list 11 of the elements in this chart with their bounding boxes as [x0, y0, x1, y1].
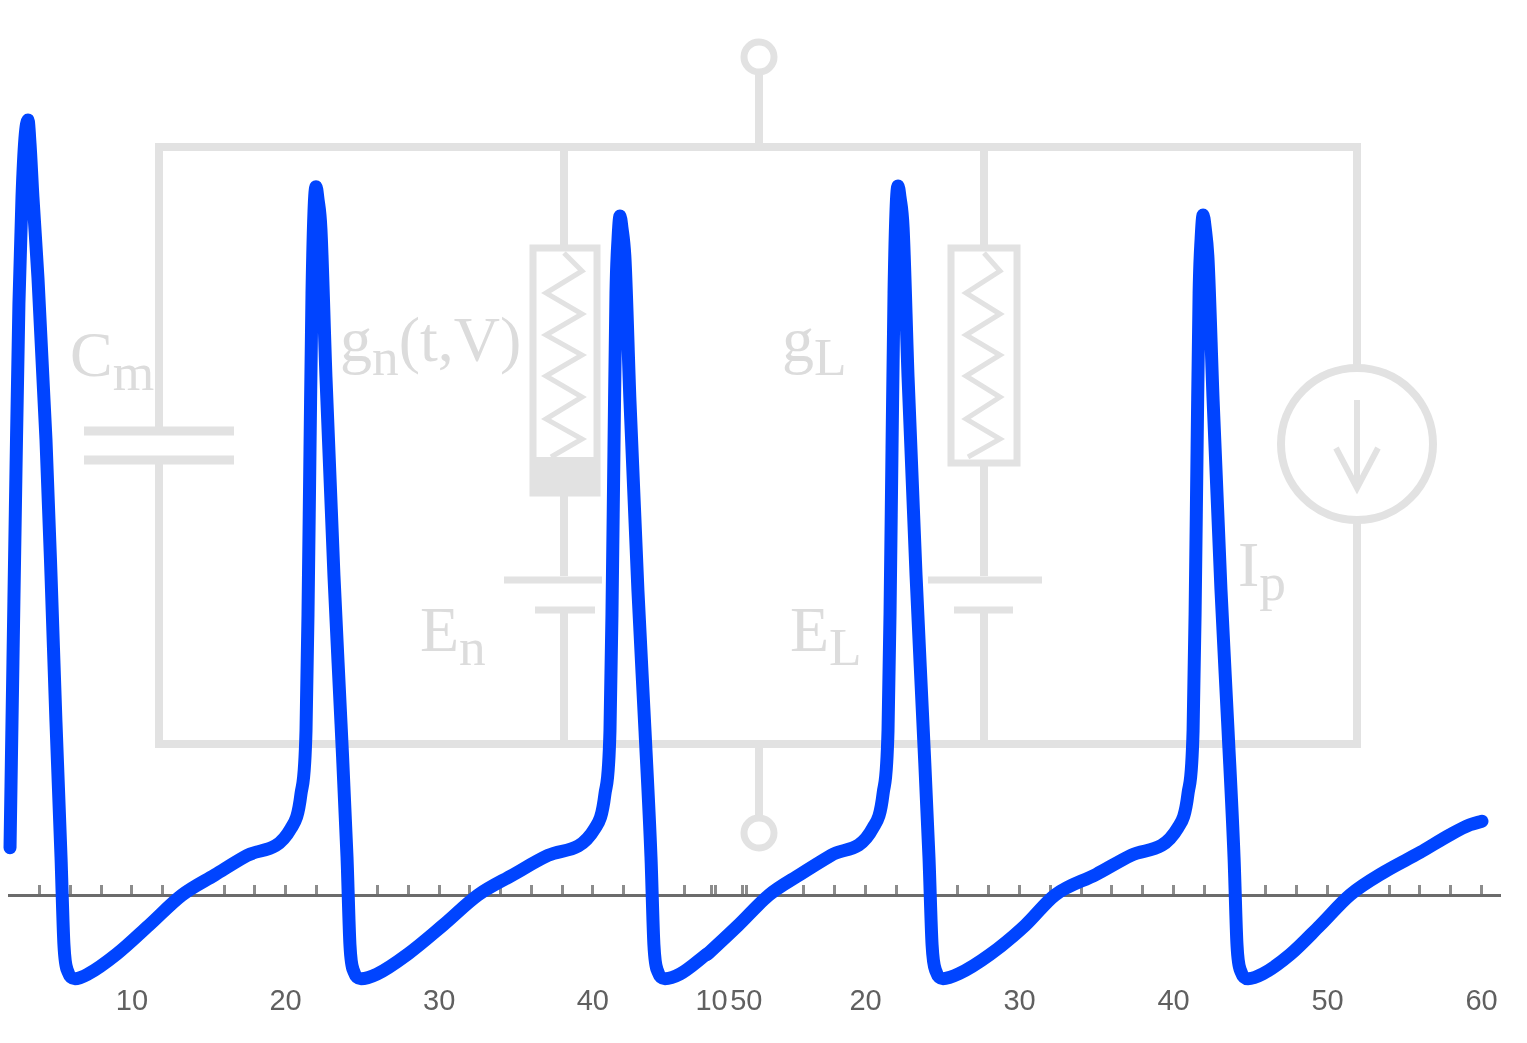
x-tick-label: 20 — [269, 984, 302, 1017]
x-tick-label: 30 — [1003, 984, 1036, 1017]
x-tick-label: 20 — [849, 984, 882, 1017]
x-tick-label: 40 — [1157, 984, 1190, 1017]
x-tick-label: 50 — [730, 984, 763, 1017]
x-tick-label: 10 — [695, 984, 728, 1017]
x-tick-label: 60 — [1465, 984, 1498, 1017]
x-tick-label: 30 — [423, 984, 456, 1017]
x-tick-label: 10 — [115, 984, 149, 1017]
x-tick-label: 40 — [576, 984, 609, 1017]
x-tick-label: 50 — [1311, 984, 1344, 1017]
